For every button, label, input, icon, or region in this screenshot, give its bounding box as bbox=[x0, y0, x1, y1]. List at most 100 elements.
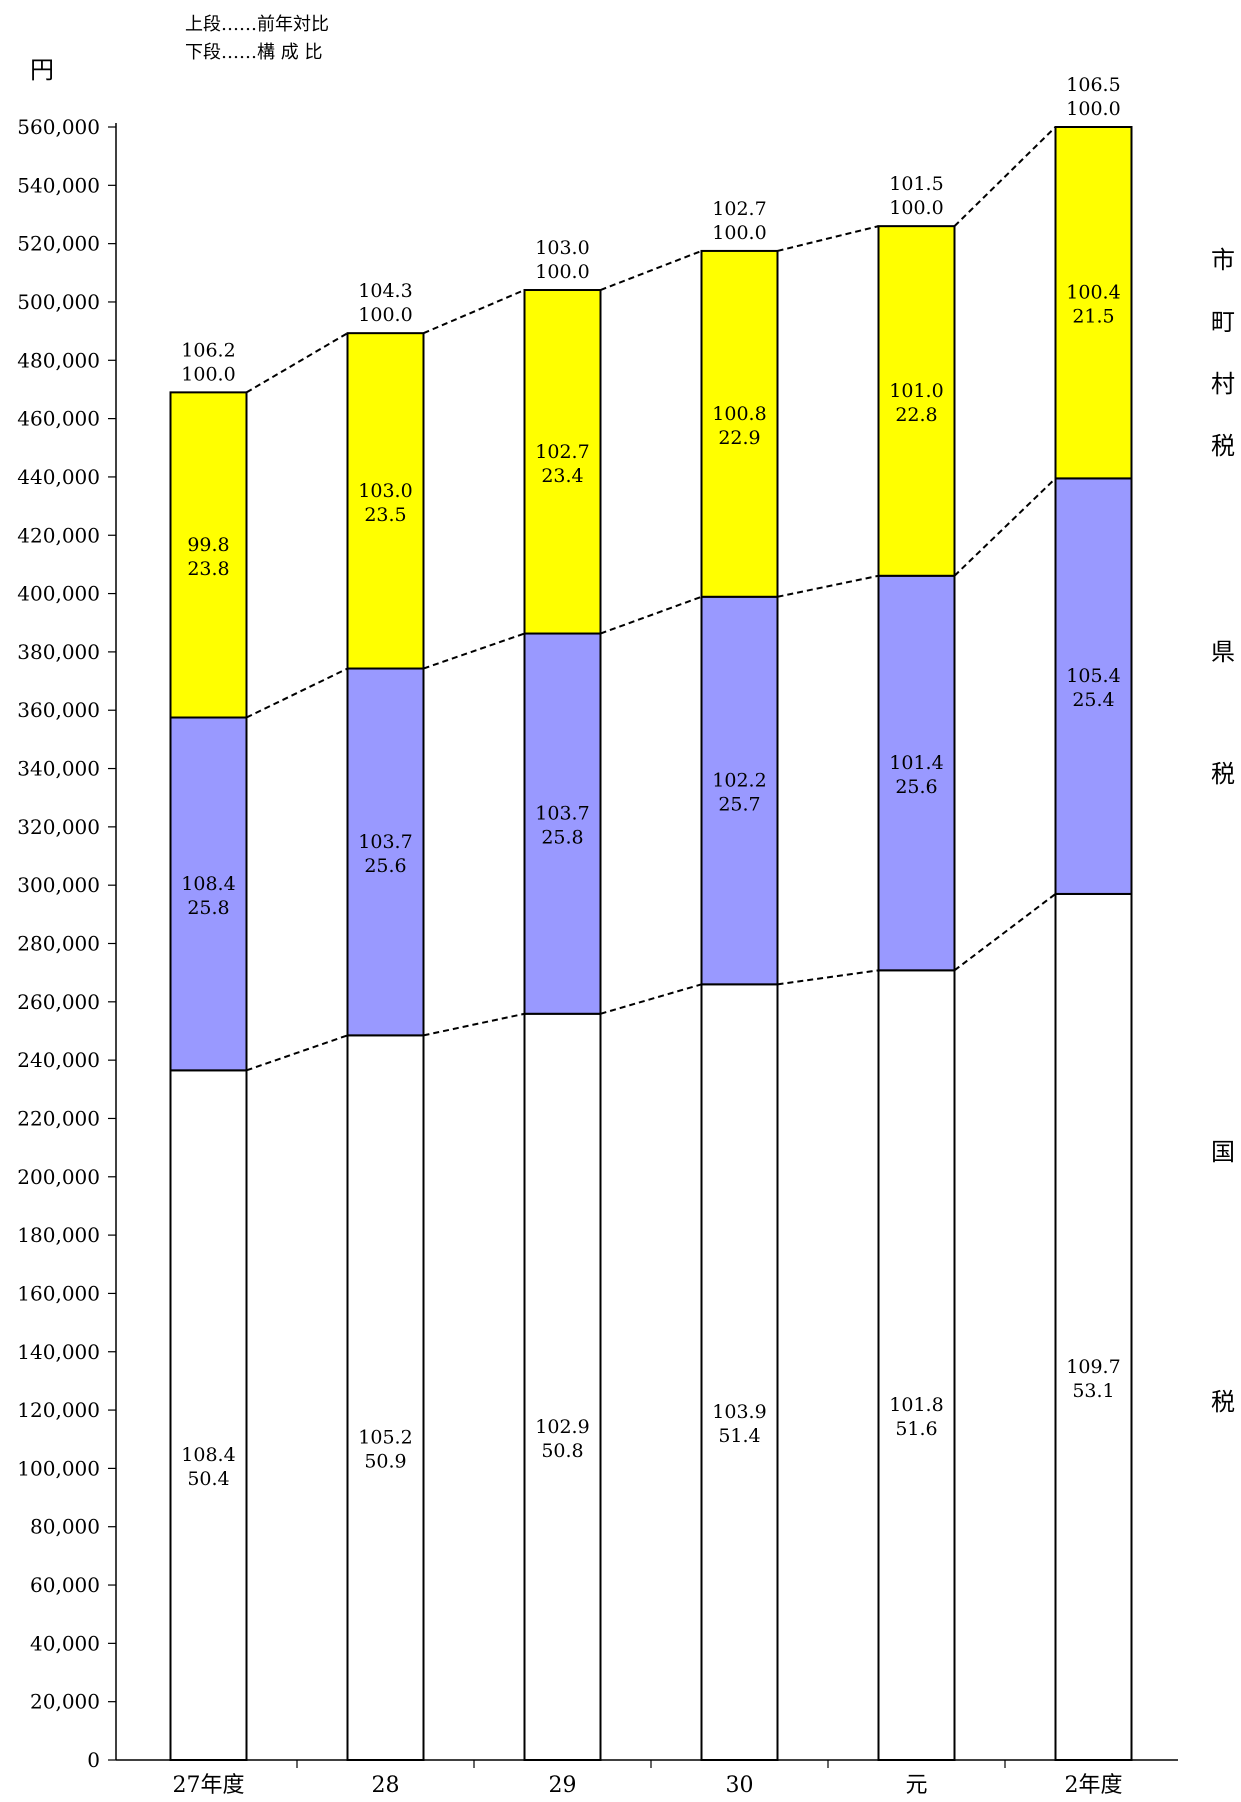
value-labels: 108.450.4108.425.899.823.8106.2100.0105.… bbox=[181, 74, 1120, 1490]
y-tick-label: 360,000 bbox=[17, 698, 100, 722]
segment-lower-label: 23.4 bbox=[541, 465, 583, 487]
y-tick-label: 0 bbox=[87, 1748, 100, 1772]
bar-segment bbox=[346, 667, 425, 1037]
connector-line bbox=[600, 983, 702, 1015]
y-tick-label: 420,000 bbox=[17, 523, 100, 547]
connector-line bbox=[777, 574, 879, 598]
segment-lower-label: 51.4 bbox=[718, 1425, 760, 1447]
bar-segment bbox=[700, 249, 779, 598]
segment-lower-label: 25.8 bbox=[187, 897, 229, 919]
y-axis-unit-label: 円 bbox=[30, 56, 54, 84]
connector-line bbox=[423, 289, 525, 335]
segment-lower-label: 25.6 bbox=[364, 855, 406, 877]
total-lower-label: 100.0 bbox=[889, 197, 943, 219]
y-tick-label: 340,000 bbox=[17, 757, 100, 781]
segment-upper-label: 101.4 bbox=[889, 752, 943, 774]
y-tick-label: 540,000 bbox=[17, 173, 100, 197]
total-upper-label: 101.5 bbox=[889, 173, 943, 195]
connector-lines bbox=[245, 126, 1057, 1072]
bar-segment bbox=[523, 632, 602, 1015]
total-upper-label: 103.0 bbox=[535, 237, 589, 259]
y-tick-label: 180,000 bbox=[17, 1223, 100, 1247]
bar-segment bbox=[346, 1034, 425, 1761]
connector-line bbox=[953, 126, 1057, 227]
segment-upper-label: 109.7 bbox=[1066, 1356, 1120, 1378]
axes: 0 20,000 40,000 60,000 80,000 100,000 120,000 1… bbox=[17, 115, 1178, 1798]
segment-lower-label: 50.4 bbox=[187, 1468, 229, 1490]
total-upper-label: 104.3 bbox=[358, 280, 412, 302]
connector-line bbox=[777, 225, 879, 252]
total-lower-label: 100.0 bbox=[1066, 98, 1120, 120]
segment-upper-label: 101.8 bbox=[889, 1394, 943, 1416]
y-tick-label: 320,000 bbox=[17, 815, 100, 839]
bar-segment bbox=[877, 225, 956, 577]
legend-note: 上段……前年対比 下段……構 成 比 bbox=[185, 14, 329, 63]
bar-segment bbox=[1054, 477, 1133, 895]
x-category-label: 30 bbox=[726, 1773, 754, 1798]
segment-upper-label: 101.0 bbox=[889, 380, 943, 402]
segment-upper-label: 100.8 bbox=[712, 403, 766, 425]
connector-line bbox=[600, 250, 702, 291]
segment-lower-label: 53.1 bbox=[1072, 1380, 1114, 1402]
segment-lower-label: 25.8 bbox=[541, 827, 583, 849]
y-tick-label: 460,000 bbox=[17, 407, 100, 431]
bar-segment bbox=[523, 1012, 602, 1761]
segment-upper-label: 103.7 bbox=[535, 803, 589, 825]
x-category-label: 29 bbox=[549, 1773, 577, 1798]
connector-line bbox=[245, 332, 349, 394]
y-tick-label: 220,000 bbox=[17, 1106, 100, 1130]
y-tick-label: 40,000 bbox=[30, 1631, 100, 1655]
y-tick-label: 560,000 bbox=[17, 115, 100, 139]
x-category-label: 元 bbox=[905, 1773, 927, 1798]
segment-upper-label: 103.9 bbox=[712, 1401, 766, 1423]
bar-segment bbox=[169, 1069, 248, 1761]
legend-note-lower: 下段……構 成 比 bbox=[185, 42, 322, 63]
series-side-label-char: 村 bbox=[1211, 370, 1235, 398]
total-lower-label: 100.0 bbox=[358, 304, 412, 326]
segment-lower-label: 50.9 bbox=[364, 1451, 406, 1473]
segment-upper-label: 99.8 bbox=[187, 534, 229, 556]
segment-upper-label: 105.2 bbox=[358, 1427, 412, 1449]
y-tick-label: 160,000 bbox=[17, 1281, 100, 1305]
connector-line bbox=[953, 477, 1057, 577]
y-tick-label: 400,000 bbox=[17, 582, 100, 606]
total-upper-label: 106.5 bbox=[1066, 74, 1120, 96]
bar-segment bbox=[346, 332, 425, 670]
connector-line bbox=[423, 1012, 525, 1037]
segment-lower-label: 22.8 bbox=[895, 404, 937, 426]
y-tick-label: 440,000 bbox=[17, 465, 100, 489]
total-lower-label: 100.0 bbox=[712, 222, 766, 244]
segment-upper-label: 100.4 bbox=[1066, 282, 1120, 304]
y-tick-label: 260,000 bbox=[17, 990, 100, 1014]
total-lower-label: 100.0 bbox=[535, 261, 589, 283]
segment-upper-label: 103.0 bbox=[358, 480, 412, 502]
y-tick-label: 480,000 bbox=[17, 348, 100, 372]
x-category-label: 27年度 bbox=[173, 1773, 245, 1798]
bars bbox=[169, 126, 1133, 1761]
total-upper-label: 106.2 bbox=[181, 339, 235, 361]
bar-segment bbox=[877, 969, 956, 1761]
x-category-label: 28 bbox=[372, 1773, 400, 1798]
segment-upper-label: 105.4 bbox=[1066, 665, 1120, 687]
segment-lower-label: 50.8 bbox=[541, 1440, 583, 1462]
series-side-label-char: 税 bbox=[1211, 432, 1235, 460]
y-tick-label: 500,000 bbox=[17, 290, 100, 314]
segment-lower-label: 25.4 bbox=[1072, 689, 1114, 711]
connector-line bbox=[246, 667, 348, 719]
segment-lower-label: 23.5 bbox=[364, 504, 406, 526]
y-tick-label: 380,000 bbox=[17, 640, 100, 664]
y-tick-label: 100,000 bbox=[17, 1456, 100, 1480]
y-tick-label: 120,000 bbox=[17, 1398, 100, 1422]
segment-lower-label: 25.7 bbox=[718, 794, 760, 816]
connector-line bbox=[777, 969, 879, 986]
y-tick-label: 200,000 bbox=[17, 1165, 100, 1189]
segment-upper-label: 102.2 bbox=[712, 770, 766, 792]
y-tick-label: 520,000 bbox=[17, 232, 100, 256]
segment-upper-label: 102.9 bbox=[535, 1416, 589, 1438]
y-tick-label: 20,000 bbox=[30, 1690, 100, 1714]
bar-segment bbox=[523, 289, 602, 635]
segment-lower-label: 21.5 bbox=[1072, 306, 1114, 328]
connector-line bbox=[953, 893, 1057, 972]
segment-lower-label: 23.8 bbox=[187, 558, 229, 580]
